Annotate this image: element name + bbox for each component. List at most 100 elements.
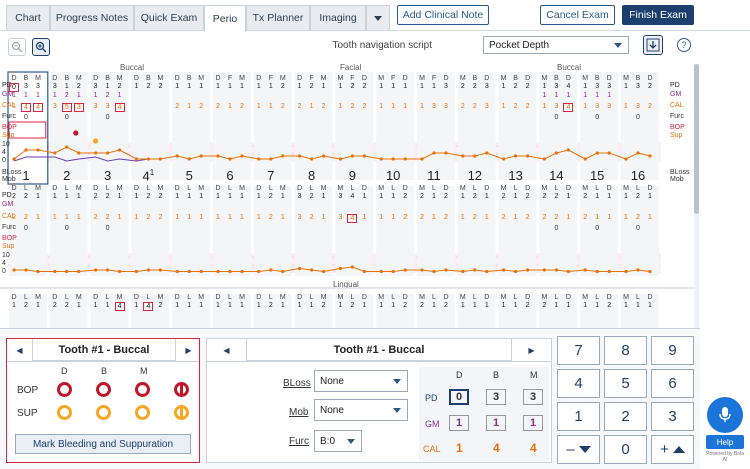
keypad-key-4[interactable]: 4 xyxy=(557,369,600,398)
keypad-key-plus[interactable]: + xyxy=(651,435,694,464)
tooth-number[interactable]: 15 xyxy=(589,168,605,183)
furc-upper[interactable]: 0 xyxy=(90,114,126,122)
tooth-number[interactable]: 7 xyxy=(267,168,275,183)
sup-toggle-all[interactable] xyxy=(174,405,189,420)
furc-lower[interactable]: 0 xyxy=(538,225,574,233)
tooth-number[interactable]: 2 xyxy=(63,168,71,183)
gm-d-input[interactable]: 1 xyxy=(449,415,469,431)
furc-upper[interactable]: 0 xyxy=(8,114,44,122)
tab-tx-planner[interactable]: Tx Planner xyxy=(246,5,310,30)
pd-upper[interactable]: 1 1 3 xyxy=(416,83,452,91)
sup-toggle-d[interactable] xyxy=(57,405,72,420)
next-tooth-button[interactable]: ▶ xyxy=(175,339,201,361)
chart-scrollbar-thumb[interactable] xyxy=(694,64,699,214)
nav-script-select[interactable]: Pocket Depth xyxy=(483,36,629,54)
detail-prev-button[interactable]: ◀ xyxy=(207,339,247,361)
tooth-number[interactable]: 6 xyxy=(226,168,234,183)
furc-lower[interactable]: 0 xyxy=(49,225,85,233)
bloss-select[interactable]: None xyxy=(314,370,408,392)
microphone-button[interactable] xyxy=(707,397,743,433)
keypad-key-7[interactable]: 7 xyxy=(557,336,600,365)
tooth-number[interactable]: 14 xyxy=(549,168,564,183)
sup-toggle-m[interactable] xyxy=(135,405,150,420)
keypad-key-1[interactable]: 1 xyxy=(557,402,600,431)
pd-d-input[interactable]: 0 xyxy=(449,389,469,405)
tooth-number[interactable]: 12 xyxy=(467,168,483,183)
tooth-number[interactable]: 8 xyxy=(307,168,316,183)
mark-bleeding-button[interactable]: Mark Bleeding and Suppuration xyxy=(15,434,191,454)
tooth-number[interactable]: 10 xyxy=(385,168,401,183)
detail-next-button[interactable]: ▶ xyxy=(511,339,551,361)
finish-exam-button[interactable]: Finish Exam xyxy=(622,5,694,25)
furc-upper[interactable]: 0 xyxy=(620,114,656,122)
tooth-number[interactable]: 16 xyxy=(630,168,646,183)
keypad-key-0[interactable]: 0 xyxy=(604,435,647,464)
sup-toggle-b[interactable] xyxy=(96,405,111,420)
prev-tooth-button[interactable]: ◀ xyxy=(7,339,33,361)
tab-imaging[interactable]: Imaging xyxy=(310,5,366,30)
bop-toggle-all[interactable] xyxy=(174,382,189,397)
keypad-key-2[interactable]: 2 xyxy=(604,402,647,431)
